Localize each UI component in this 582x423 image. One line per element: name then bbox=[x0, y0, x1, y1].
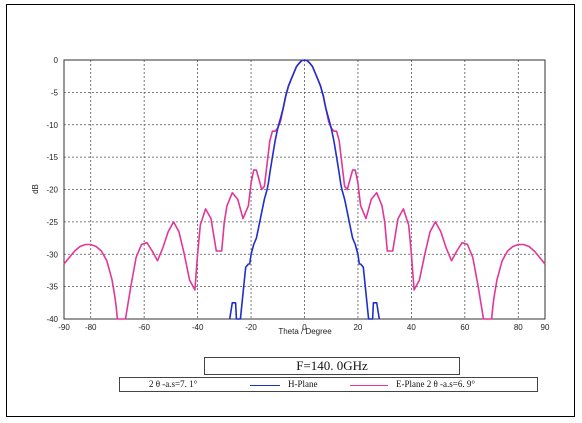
legend-swatch-e-plane bbox=[350, 385, 388, 386]
x-tick-label: 0 bbox=[302, 323, 307, 332]
x-axis-label: Theta / Degree bbox=[278, 327, 332, 336]
legend-h-plane-label: H-Plane bbox=[288, 379, 318, 389]
y-tick-label: -35 bbox=[46, 283, 58, 292]
y-tick-label: -5 bbox=[51, 88, 59, 97]
legend-e-plane-label: E-Plane 2 θ -a.s=6. 9° bbox=[396, 379, 475, 389]
legend-swatch-h-plane bbox=[250, 385, 280, 386]
x-tick-label: 60 bbox=[460, 323, 469, 332]
x-tick-label: -90 bbox=[58, 323, 70, 332]
chart-frame bbox=[6, 4, 575, 417]
y-tick-label: 0 bbox=[54, 56, 59, 65]
y-tick-label: -40 bbox=[46, 315, 58, 324]
y-tick-label: -20 bbox=[46, 186, 58, 195]
frequency-label: F=140. 0GHz bbox=[296, 358, 368, 373]
grid bbox=[64, 60, 545, 319]
legend-h-beamwidth: 2 θ -a.s=7. 1° bbox=[149, 379, 198, 389]
legend: 2 θ -a.s=7. 1° H-Plane E-Plane 2 θ -a.s=… bbox=[119, 377, 538, 392]
x-tick-label: 80 bbox=[514, 323, 523, 332]
x-tick-label: -20 bbox=[245, 323, 257, 332]
tick-labels: -90 -80 -60 -40 -20 0 20 40 60 80 90 0 -5 -10 -15 -20 -2… bbox=[46, 56, 550, 332]
x-tick-label: -40 bbox=[192, 323, 204, 332]
y-axis-label: dB bbox=[31, 184, 40, 194]
y-tick-label: -15 bbox=[46, 153, 58, 162]
y-tick-label: -25 bbox=[46, 218, 58, 227]
x-tick-label: -60 bbox=[138, 323, 150, 332]
y-tick-label: -10 bbox=[46, 121, 58, 130]
h-plane-series-line bbox=[228, 59, 381, 320]
x-tick-label: 90 bbox=[541, 323, 550, 332]
y-tick-label: -30 bbox=[46, 250, 58, 259]
series bbox=[63, 59, 546, 320]
x-tick-label: 20 bbox=[353, 323, 362, 332]
frequency-annotation: F=140. 0GHz bbox=[204, 357, 460, 375]
x-tick-label: 40 bbox=[407, 323, 416, 332]
x-tick-label: -80 bbox=[85, 323, 97, 332]
